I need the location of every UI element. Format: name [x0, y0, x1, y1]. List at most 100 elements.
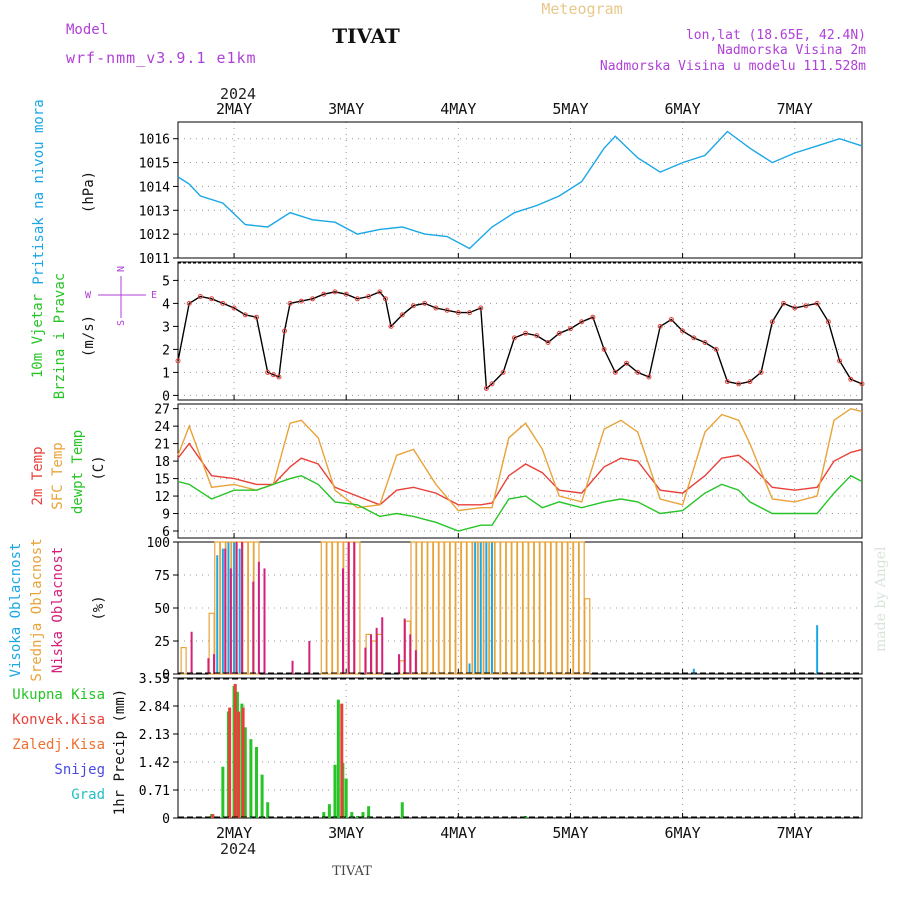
wind-point: [747, 379, 753, 385]
ytick-label: 100: [147, 536, 170, 551]
wind-point: [848, 376, 854, 382]
bar-visoka-oblacnost: [233, 542, 236, 674]
bar-niska-oblacnost: [370, 634, 373, 674]
wind-point: [668, 317, 674, 322]
bar-srednja-oblacnost: [528, 541, 535, 675]
wind-point: [399, 312, 405, 318]
ytick-label: 0: [162, 812, 170, 827]
bar-ukupna-kisa: [350, 812, 354, 818]
ytick-label: 1012: [139, 228, 170, 243]
bar-ukupna-kisa: [400, 802, 404, 818]
bar-ukupna-kisa: [243, 727, 247, 818]
top-day-label: 6MAY: [665, 100, 701, 118]
wind-point: [680, 328, 686, 334]
wind-point: [388, 323, 394, 329]
bar-srednja-oblacnost: [432, 541, 440, 675]
high-cloud-ylabel: Visoka Oblacnost: [8, 543, 24, 678]
series-line-SFC Temp: [177, 407, 863, 512]
wind-point: [556, 330, 562, 336]
wind-point: [545, 340, 551, 345]
ytick-label: 3.55: [139, 672, 170, 687]
ytick-label: 0: [162, 668, 170, 683]
altitude-label: Nadmorska Visina 2m: [717, 43, 866, 58]
bar-visoka-oblacnost: [216, 555, 219, 674]
bar-visoka-oblacnost: [692, 668, 695, 674]
ytick-label: 0: [162, 389, 170, 404]
bar-visoka-oblacnost: [479, 542, 482, 674]
bar-niska-oblacnost: [381, 617, 384, 674]
series-line-pressure: [177, 130, 863, 250]
wind-point: [758, 369, 764, 375]
bar-ukupna-kisa: [361, 812, 365, 818]
bar-visoka-oblacnost: [474, 542, 477, 674]
bar-niska-oblacnost: [241, 542, 244, 674]
wind-point: [209, 296, 215, 302]
sfc-temp-ylabel: SFC Temp: [50, 442, 66, 509]
panel-frame: [177, 403, 863, 539]
ytick-label: 5: [162, 274, 170, 289]
ytick-label: 21: [154, 438, 170, 453]
ytick-label: 27: [154, 403, 170, 418]
bar-niska-oblacnost: [409, 634, 412, 674]
pressure-unit: (hPa): [81, 171, 97, 213]
ytick-label: 75: [154, 569, 170, 584]
bar-srednja-oblacnost: [208, 612, 215, 675]
bar-srednja-oblacnost: [410, 541, 417, 675]
ytick-label: 1014: [139, 180, 170, 195]
wind-point: [433, 305, 439, 311]
precip-legend-conv: Konvek.Kisa: [12, 712, 105, 728]
temp2m-ylabel: 2m Temp: [30, 446, 46, 505]
bar-niska-oblacnost: [207, 658, 210, 674]
bar-srednja-oblacnost: [242, 541, 249, 675]
panel-frame: [177, 121, 863, 259]
wind-point: [197, 294, 203, 299]
ytick-label: 3: [162, 320, 170, 335]
mid-cloud-ylabel: Srednja Oblacnost: [29, 538, 45, 681]
wind-point: [781, 300, 787, 306]
temp-unit: (C): [91, 455, 107, 480]
wind-point: [702, 340, 708, 345]
bar-srednja-oblacnost: [505, 541, 512, 675]
panel-frame: [177, 677, 863, 819]
cloud-unit: (%): [91, 595, 107, 620]
precip-legend-graupel: Grad: [71, 787, 105, 803]
wind-point: [769, 319, 775, 325]
wind-ylabel-sub: Brzina i Pravac: [52, 273, 68, 399]
bar-ukupna-kisa: [355, 816, 359, 818]
bar-srednja-oblacnost: [572, 541, 580, 675]
bottom-day-label: 3MAY: [328, 824, 364, 842]
wind-ylabel: 10m Vjetar: [30, 294, 46, 378]
bar-ukupna-kisa: [249, 739, 253, 818]
bottom-day-label: 4MAY: [440, 824, 476, 842]
bar-niska-oblacnost: [375, 627, 378, 674]
bottom-day-label: 2MAY: [216, 824, 252, 842]
bar-srednja-oblacnost: [460, 541, 468, 675]
wind-point: [422, 300, 428, 306]
ytick-label: 2: [162, 343, 170, 358]
wind-point: [624, 360, 630, 366]
wind-point: [601, 346, 607, 352]
bar-srednja-oblacnost: [444, 541, 451, 675]
bar-srednja-oblacnost: [584, 598, 591, 675]
bar-srednja-oblacnost: [326, 541, 333, 675]
bar-niska-oblacnost: [291, 660, 294, 674]
bar-ukupna-kisa: [260, 774, 264, 818]
bar-ukupna-kisa: [266, 802, 270, 818]
wind-point: [736, 381, 742, 387]
ytick-label: 4: [162, 297, 170, 312]
wind-point: [534, 333, 540, 339]
bar-konvek-kisa: [228, 707, 232, 818]
wind-point: [523, 330, 529, 336]
ytick-label: 12: [154, 490, 170, 505]
low-cloud-ylabel: Niska Oblacnost: [50, 547, 66, 673]
bar-konvek-kisa: [237, 711, 241, 818]
wind-point: [646, 374, 652, 380]
ytick-label: 24: [154, 420, 170, 435]
bar-srednja-oblacnost: [180, 646, 187, 675]
top-year: 2024: [220, 85, 256, 103]
bar-ukupna-kisa: [333, 764, 337, 818]
watermark: made by Angel: [873, 546, 889, 652]
bar-visoka-oblacnost: [238, 548, 241, 674]
wind-point: [483, 386, 489, 391]
bar-ukupna-kisa: [221, 766, 225, 818]
